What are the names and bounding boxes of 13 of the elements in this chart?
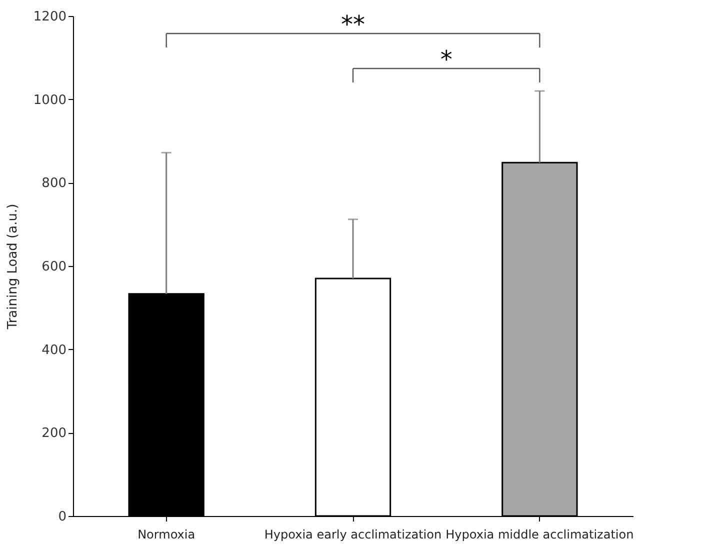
annotation: * [440, 46, 452, 74]
y-tick-label: 400 [42, 342, 66, 358]
y-tick-label: 600 [42, 260, 66, 274]
x-tick-label: Hypoxia middle acclimatization [446, 528, 634, 542]
y-axis-title: Training Load (a.u.) [5, 204, 20, 330]
annotation: ** [341, 10, 365, 38]
y-tick-label: 1000 [33, 92, 66, 108]
y-tick-label: 800 [42, 176, 66, 192]
x-tick-label: Normoxia [138, 528, 196, 542]
y-tick-label: 0 [58, 510, 66, 524]
y-tick-label: 200 [42, 426, 66, 442]
x-tick-label: Hypoxia early acclimatization [264, 528, 442, 542]
y-tick-label: 1200 [33, 10, 66, 24]
